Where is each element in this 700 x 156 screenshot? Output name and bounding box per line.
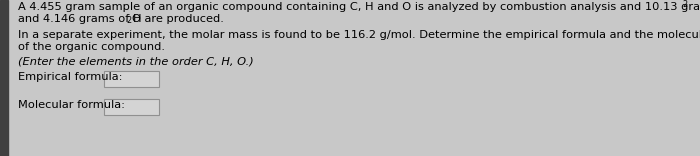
Text: Empirical formula:: Empirical formula: [18,72,122,82]
Text: (Enter the elements in the order C, H, O.): (Enter the elements in the order C, H, O… [18,57,253,67]
Text: 2: 2 [682,0,687,9]
Text: O are produced.: O are produced. [132,14,224,24]
Text: 2: 2 [126,16,131,25]
Text: In a separate experiment, the molar mass is found to be 116.2 g/mol. Determine t: In a separate experiment, the molar mass… [18,30,700,40]
Text: A 4.455 gram sample of an organic compound containing C, H and O is analyzed by : A 4.455 gram sample of an organic compou… [18,2,700,12]
Text: of the organic compound.: of the organic compound. [18,42,165,52]
Bar [0,0,8,156]
FancyBboxPatch shape [104,71,159,87]
Text: Molecular formula:: Molecular formula: [18,100,125,110]
FancyBboxPatch shape [104,99,159,115]
Text: and 4.146 grams of H: and 4.146 grams of H [18,14,141,24]
